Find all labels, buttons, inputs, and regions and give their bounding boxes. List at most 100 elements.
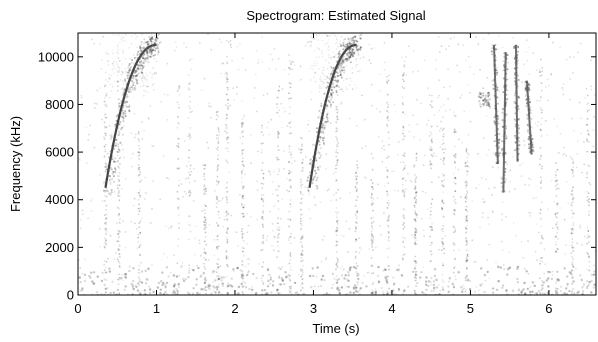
streak-speckle [216, 134, 219, 136]
streak-speckle [356, 272, 359, 275]
chirp-haze [151, 73, 153, 76]
chirp-haze [342, 49, 344, 51]
streak-speckle [466, 253, 469, 256]
noise-speckle [467, 133, 470, 136]
streak-speckle [240, 125, 243, 128]
low-band-speckle [528, 290, 532, 293]
streak-speckle [441, 207, 444, 210]
low-band-speckle [220, 276, 223, 279]
chirp-speckle [151, 49, 154, 52]
streak-speckle [226, 198, 229, 201]
chirp-speckle [123, 97, 126, 100]
chirp-speckle [150, 47, 153, 50]
chirp-speckle [320, 131, 323, 134]
streak-speckle [370, 233, 373, 235]
streak-speckle [225, 186, 228, 189]
streak-speckle [104, 127, 107, 130]
streak-speckle [386, 81, 389, 84]
streak-speckle [277, 200, 280, 202]
streak-speckle [555, 223, 558, 226]
streak-speckle [226, 263, 229, 266]
streak-speckle [429, 131, 432, 134]
streak-speckle [388, 137, 390, 140]
chirp-speckle [348, 42, 351, 45]
streak-speckle [335, 91, 338, 94]
streak-speckle [176, 126, 179, 129]
streak-speckle [453, 209, 455, 212]
streak-speckle [453, 114, 456, 117]
streak-speckle [217, 245, 220, 248]
chirp-haze [107, 60, 109, 63]
noise-speckle [95, 89, 98, 91]
streak-speckle [301, 277, 304, 280]
streak-speckle [227, 99, 229, 101]
noise-speckle [203, 185, 206, 188]
chirp-speckle [333, 76, 336, 79]
streak-speckle [570, 168, 573, 171]
streak-speckle [356, 274, 359, 277]
low-band-speckle [96, 275, 100, 278]
streak-speckle [225, 127, 228, 129]
noise-speckle [117, 85, 119, 87]
low-band-speckle [516, 265, 520, 269]
chirp-speckle [143, 48, 146, 51]
chirp-speckle [351, 53, 354, 56]
noise-speckle [199, 254, 202, 257]
chirp-speckle [121, 126, 123, 129]
chirp-haze [136, 35, 138, 38]
noise-speckle [340, 101, 343, 104]
streak-speckle [335, 130, 338, 133]
streak-speckle [335, 179, 338, 182]
chirp-speckle [330, 85, 333, 88]
noise-speckle [147, 267, 150, 269]
low-band-speckle [116, 288, 120, 292]
streak-speckle [403, 155, 406, 158]
streak-speckle [241, 170, 243, 173]
burst-speckle [513, 94, 516, 97]
chirp-haze [350, 55, 353, 57]
noise-speckle [374, 288, 377, 291]
streak-speckle [117, 166, 120, 168]
low-band-speckle [161, 271, 164, 274]
low-band-speckle [376, 274, 380, 277]
streak-speckle [402, 154, 404, 157]
noise-speckle [563, 218, 566, 221]
burst-speckle [488, 103, 491, 106]
noise-speckle [345, 285, 348, 288]
burst-speckle [502, 135, 505, 138]
chirp-speckle [120, 99, 123, 102]
low-band-speckle [585, 286, 589, 289]
burst-speckle [529, 112, 532, 114]
streak-speckle [571, 216, 574, 219]
burst-speckle [514, 102, 517, 105]
streak-speckle [204, 286, 207, 289]
noise-speckle [287, 218, 290, 221]
low-band-speckle [157, 281, 161, 285]
low-band-speckle [592, 273, 596, 276]
chirp-haze [327, 45, 330, 48]
noise-speckle [290, 178, 293, 181]
streak-speckle [243, 215, 245, 218]
streak-speckle [289, 203, 292, 206]
streak-speckle [227, 102, 230, 105]
low-band-speckle [374, 290, 377, 293]
chirp-speckle [352, 52, 355, 54]
streak-speckle [571, 261, 574, 263]
low-band-speckle [593, 273, 596, 276]
noise-speckle [508, 190, 511, 193]
chirp-speckle [318, 140, 320, 142]
noise-speckle [439, 289, 442, 292]
low-band-speckle [203, 281, 207, 285]
streak-speckle [226, 214, 228, 217]
burst-speckle [516, 108, 518, 111]
streak-speckle [355, 262, 358, 265]
chirp-speckle [140, 60, 143, 63]
chirp-speckle [115, 142, 118, 145]
burst-speckle [494, 140, 497, 143]
chirp-speckle [353, 53, 355, 56]
streak-speckle [541, 167, 543, 170]
streak-speckle [241, 246, 244, 249]
burst-speckle [517, 118, 520, 121]
noise-speckle [474, 260, 477, 263]
streak-speckle [138, 203, 141, 206]
